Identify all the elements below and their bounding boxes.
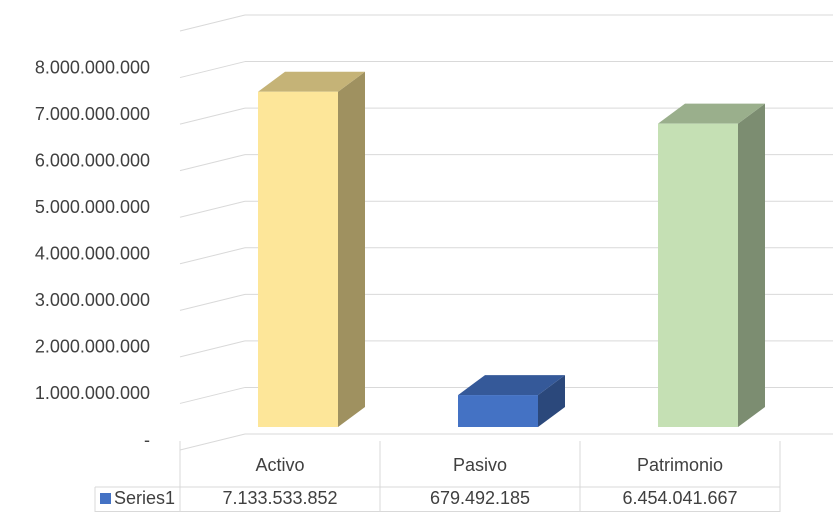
y-tick-label: 1.000.000.000 [35, 383, 150, 403]
table-value: 679.492.185 [430, 488, 530, 508]
grid-line [179, 61, 246, 79]
grid-line [179, 247, 246, 265]
y-tick-label: - [144, 430, 150, 450]
y-tick-label: 7.000.000.000 [35, 104, 150, 124]
y-tick-label: 2.000.000.000 [35, 337, 150, 357]
bar-side [738, 103, 765, 428]
y-tick-label: 8.000.000.000 [35, 57, 150, 77]
bar-side [538, 375, 565, 427]
y-tick-label: 3.000.000.000 [35, 290, 150, 310]
table-value: 6.454.041.667 [622, 488, 737, 508]
grid-line [179, 154, 246, 172]
grid-line [179, 293, 246, 311]
table-header: Pasivo [453, 455, 507, 475]
legend-swatch [100, 493, 111, 504]
table-header: Activo [255, 455, 304, 475]
y-tick-label: 6.000.000.000 [35, 150, 150, 170]
grid-line [179, 200, 246, 218]
y-tick-label: 4.000.000.000 [35, 244, 150, 264]
grid-line [179, 386, 246, 404]
bar [258, 91, 338, 427]
legend-label: Series1 [114, 488, 175, 508]
grid-line [179, 107, 246, 125]
bar-top [658, 103, 765, 124]
bar [658, 123, 738, 428]
bar [458, 395, 538, 427]
table-header: Patrimonio [637, 455, 723, 475]
grid-line [179, 433, 246, 451]
grid-line [179, 14, 246, 32]
bar-top [258, 71, 365, 92]
table-value: 7.133.533.852 [222, 488, 337, 508]
grid-line [179, 340, 246, 358]
bar-side [338, 71, 365, 427]
y-tick-label: 5.000.000.000 [35, 197, 150, 217]
bar-top [458, 375, 565, 396]
